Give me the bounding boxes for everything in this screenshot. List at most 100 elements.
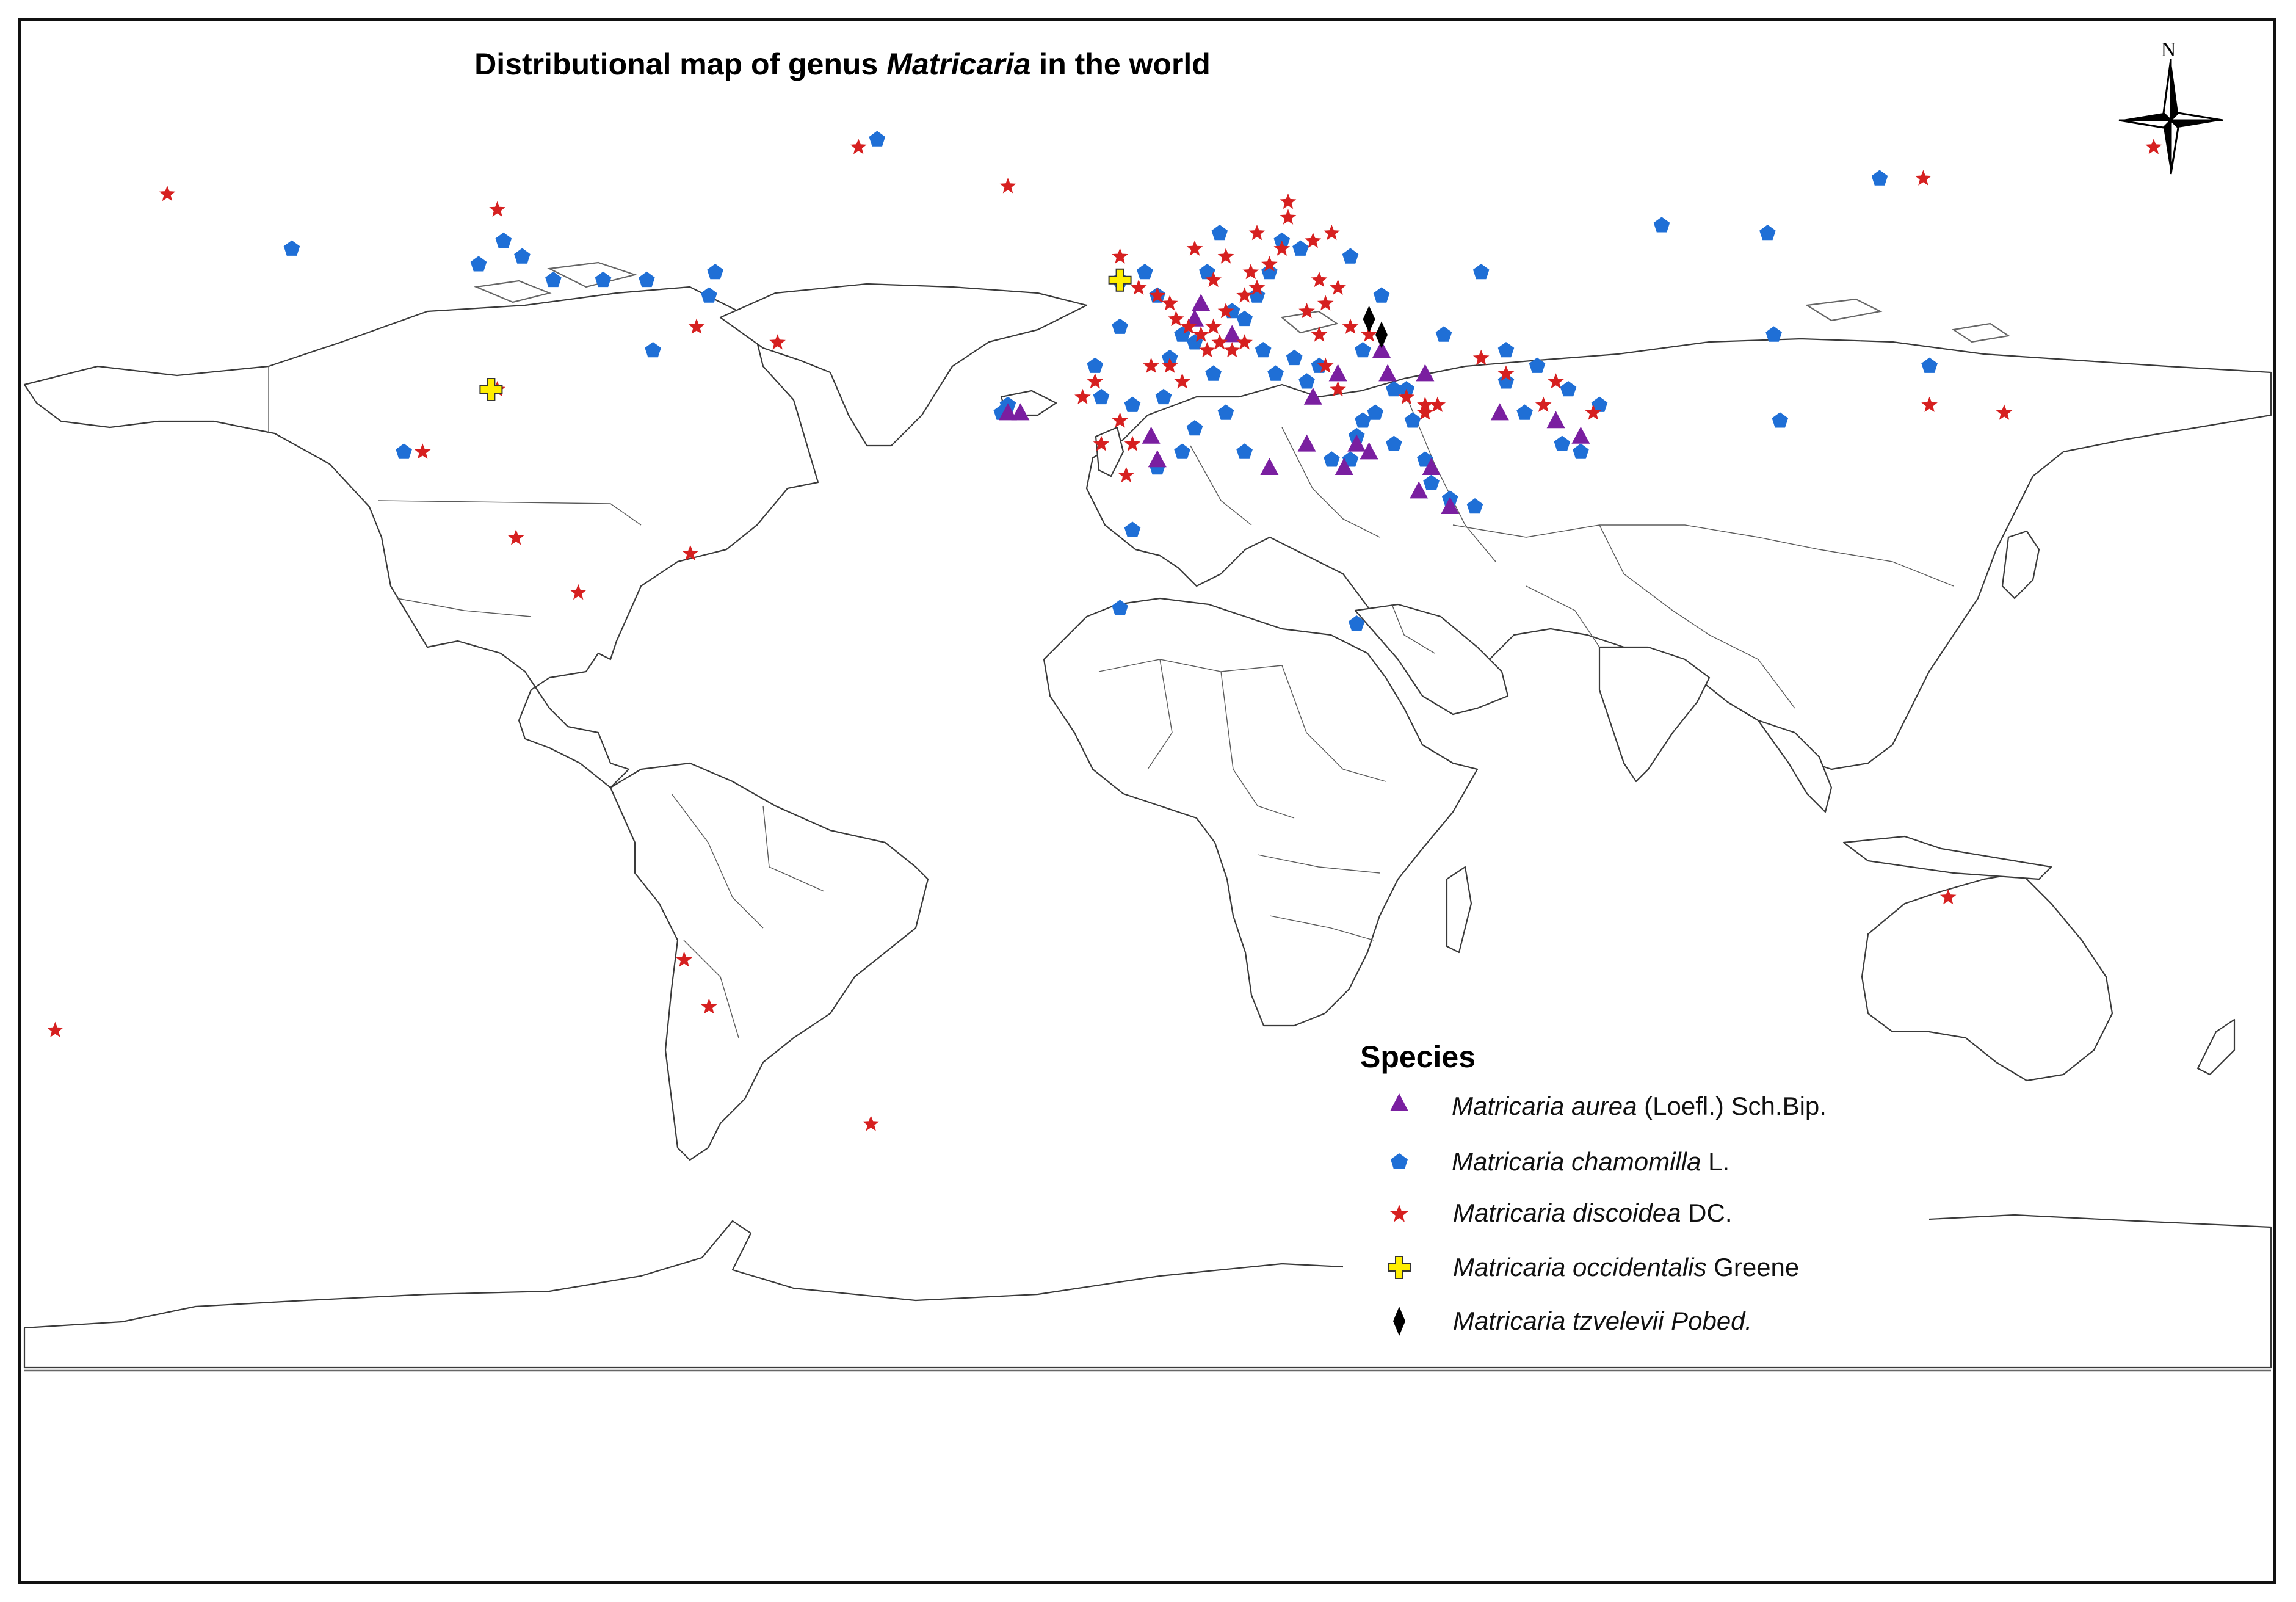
legend-item-aurea-name: Matricaria aurea <box>1452 1092 1637 1120</box>
occurrence-discoidea-46 <box>1417 396 1433 412</box>
occurrence-chamomilla-23 <box>1261 264 1278 280</box>
occurrence-discoidea-49 <box>1585 404 1602 420</box>
occurrence-discoidea-60 <box>1217 248 1234 264</box>
occurrence-discoidea-67 <box>1915 170 1932 186</box>
occurrence-chamomilla-30 <box>1298 373 1315 389</box>
occurrence-chamomilla-4 <box>514 248 531 264</box>
legend-item-occidentalis: Matricaria occidentalis Greene <box>1388 1253 1799 1281</box>
occurrence-chamomilla-29 <box>1286 349 1303 366</box>
occurrence-chamomilla-6 <box>595 271 612 288</box>
occurrence-discoidea-48 <box>1535 396 1552 412</box>
occurrence-aurea-6 <box>1347 434 1366 452</box>
occurrence-chamomilla-9 <box>701 287 717 303</box>
occurrence-occidentalis-1 <box>1108 268 1132 292</box>
occurrence-chamomilla-7 <box>639 271 655 288</box>
occurrence-discoidea-18 <box>1205 318 1222 334</box>
occurrence-discoidea-21 <box>1223 342 1240 358</box>
occurrence-chamomilla-67 <box>1292 240 1309 256</box>
occurrence-chamomilla-66 <box>1355 342 1371 358</box>
occurrence-aurea-18 <box>1422 458 1441 475</box>
occurrence-discoidea-7 <box>570 584 587 600</box>
svg-text:Matricaria occidentalis Greene: Matricaria occidentalis Greene <box>1453 1253 1799 1281</box>
occurrence-chamomilla-27 <box>1255 342 1272 358</box>
occurrence-chamomilla-8 <box>707 264 723 280</box>
occurrence-chamomilla-36 <box>1087 357 1104 373</box>
occurrence-chamomilla-76 <box>1772 412 1789 428</box>
occurrence-discoidea-64 <box>863 1115 879 1131</box>
occurrence-discoidea-17 <box>1192 326 1209 342</box>
occurrence-aurea-17 <box>1546 411 1565 429</box>
occurrence-discoidea-14 <box>1161 295 1178 311</box>
cross-icon <box>1388 1256 1411 1279</box>
occurrence-chamomilla-55 <box>1497 373 1515 389</box>
occurrence-discoidea-0 <box>159 186 176 201</box>
occurrence-aurea-14 <box>1410 481 1429 499</box>
occurrence-discoidea-31 <box>1305 232 1322 248</box>
land-greenland <box>719 283 1088 447</box>
occurrence-aurea-1 <box>1011 403 1030 421</box>
occurrence-discoidea-22 <box>1236 334 1253 350</box>
occurrence-discoidea-24 <box>1236 287 1253 303</box>
occurrence-chamomilla-1 <box>283 240 300 256</box>
occurrence-discoidea-10 <box>999 178 1016 194</box>
occurrence-discoidea-30 <box>1280 209 1297 225</box>
land-japan <box>2001 530 2040 600</box>
land-arabia <box>1354 603 1509 716</box>
occurrence-chamomilla-70 <box>1348 615 1365 631</box>
occurrence-chamomilla-14 <box>1137 264 1153 280</box>
occurrence-discoidea-62 <box>676 951 692 967</box>
occurrence-chamomilla-52 <box>1423 474 1440 490</box>
occurrence-discoidea-39 <box>1317 357 1334 373</box>
legend-item-discoidea-author: DC. <box>1681 1198 1733 1227</box>
occurrence-aurea-4 <box>1223 325 1242 343</box>
occurrence-aurea-7 <box>1372 341 1391 358</box>
occurrence-discoidea-71 <box>1311 271 1328 288</box>
occurrence-chamomilla-25 <box>1199 264 1215 280</box>
svg-text:Matricaria chamomilla L.: Matricaria chamomilla L. <box>1452 1147 1729 1176</box>
occurrence-discoidea-28 <box>1273 240 1291 256</box>
legend-background <box>1343 1032 1929 1349</box>
occurrence-discoidea-52 <box>1143 357 1159 373</box>
occurrence-discoidea-19 <box>1199 342 1215 358</box>
occurrence-chamomilla-11 <box>396 443 412 459</box>
occurrence-aurea-22 <box>1303 387 1322 405</box>
occurrence-discoidea-35 <box>1298 303 1315 319</box>
legend-item-chamomilla-author: L. <box>1701 1147 1729 1176</box>
occurrence-discoidea-38 <box>1361 326 1377 342</box>
occurrence-chamomilla-26 <box>1211 225 1228 241</box>
legend-item-tzvelevii: Matricaria tzvelevii Pobed. <box>1393 1307 1752 1336</box>
occurrence-chamomilla-59 <box>1554 435 1571 451</box>
occurrence-discoidea-36 <box>1311 326 1328 342</box>
occurrence-chamomilla-48 <box>1398 381 1415 397</box>
occurrence-discoidea-23 <box>1217 303 1234 319</box>
pentagon-icon <box>1391 1153 1408 1169</box>
occurrence-chamomilla-19 <box>1205 365 1222 381</box>
occurrence-aurea-20 <box>1571 426 1590 444</box>
map-title: Distributional map of genus Matricaria i… <box>474 47 1211 81</box>
occurrence-aurea-5 <box>1297 434 1316 452</box>
occurrence-chamomilla-39 <box>1186 420 1203 436</box>
occurrence-chamomilla-54 <box>1466 498 1483 514</box>
occurrence-discoidea-70 <box>1996 404 2013 420</box>
occurrence-aurea-15 <box>1441 497 1460 514</box>
occurrence-discoidea-33 <box>1330 279 1346 295</box>
occurrence-discoidea-54 <box>1074 388 1091 405</box>
north-label: N <box>2161 38 2176 61</box>
occurrence-chamomilla-10 <box>645 342 661 358</box>
occurrence-chamomilla-74 <box>1921 357 1938 373</box>
occurrence-chamomilla-2 <box>470 256 487 272</box>
occurrence-chamomilla-42 <box>1324 451 1340 467</box>
land-africa <box>1043 597 1479 1027</box>
occurrence-chamomilla-78 <box>1124 521 1141 537</box>
occurrence-aurea-2 <box>1186 309 1204 327</box>
land-south-america <box>609 762 929 1161</box>
landmasses <box>23 283 2272 1369</box>
legend-title: Species <box>1360 1040 1476 1074</box>
occurrence-chamomilla-61 <box>1516 404 1533 420</box>
triangle-icon <box>1390 1093 1408 1111</box>
occurrence-discoidea-41 <box>1398 388 1415 405</box>
occurrence-discoidea-45 <box>1472 349 1490 366</box>
occurrence-chamomilla-45 <box>1355 412 1371 428</box>
occurrence-chamomilla-22 <box>1248 287 1266 303</box>
